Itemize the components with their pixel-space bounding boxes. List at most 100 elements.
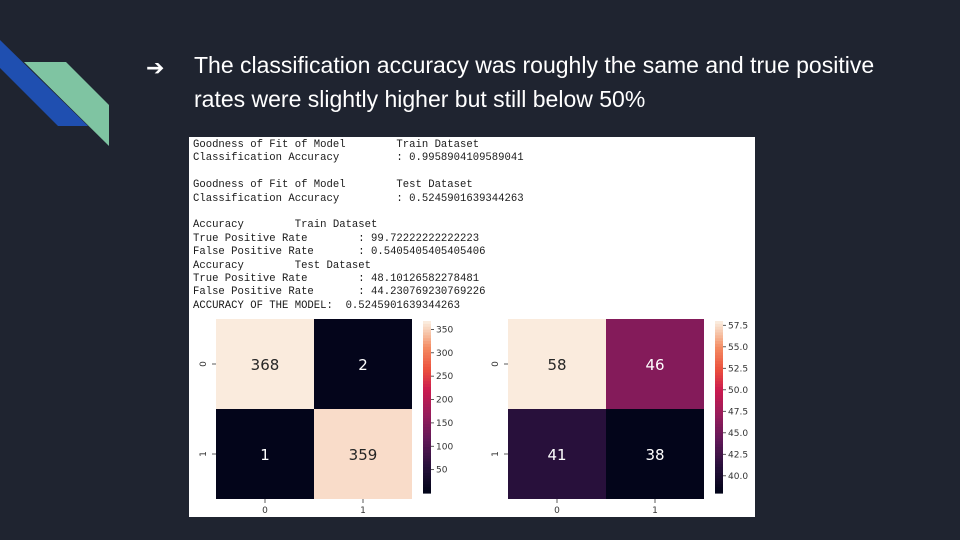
- colorbar-segment: [715, 490, 723, 494]
- colorbar-segment: [715, 438, 723, 442]
- colorbar-segment: [423, 372, 431, 377]
- colorbar-segment: [423, 321, 431, 325]
- colorbar-segment: [715, 341, 723, 345]
- heatmap-cell: [216, 409, 314, 499]
- colorbar-segment: [423, 392, 431, 397]
- colorbar-segment: [715, 472, 723, 477]
- colorbar-segment: [715, 358, 723, 362]
- colorbar-segment: [423, 435, 431, 440]
- colorbar-segment: [715, 355, 723, 359]
- x-tick-label: 0: [262, 506, 268, 516]
- colorbar-segment: [423, 415, 431, 420]
- colorbar-segment: [423, 358, 431, 362]
- colorbar-segment: [423, 335, 431, 339]
- console-output: Goodness of Fit of Model Train Dataset Cl…: [193, 139, 524, 313]
- colorbar-segment: [423, 464, 431, 468]
- colorbar-segment: [423, 395, 431, 399]
- colorbar-segment: [715, 346, 723, 351]
- console-line: Goodness of Fit of Model Train Dataset: [193, 139, 480, 151]
- colorbar-segment: [423, 467, 431, 471]
- colorbar-segment: [715, 326, 723, 331]
- colorbar-segment: [423, 407, 431, 411]
- colorbar-segment: [423, 346, 431, 351]
- colorbar-segment: [715, 321, 723, 325]
- heatmap-cell: [508, 409, 606, 499]
- colorbar-tick-label: 50.0: [728, 386, 748, 396]
- colorbar-segment: [423, 450, 431, 454]
- colorbar-segment: [423, 349, 431, 354]
- console-line: Goodness of Fit of Model Test Dataset: [193, 179, 473, 192]
- colorbar-segment: [423, 438, 431, 442]
- y-tick-label: 1: [491, 451, 501, 457]
- colorbar-tick-label: 350: [436, 325, 453, 335]
- colorbar-segment: [423, 398, 431, 402]
- colorbar-segment: [715, 458, 723, 463]
- cell-annotation: 46: [645, 356, 664, 374]
- console-line: Classification Accuracy : 0.524590163934…: [193, 192, 524, 205]
- colorbar-segment: [715, 407, 723, 411]
- colorbar-segment: [423, 409, 431, 414]
- colorbar-segment: [715, 352, 723, 356]
- colorbar-segment: [423, 475, 431, 480]
- colorbar-segment: [423, 470, 431, 474]
- colorbar-tick-label: 150: [436, 419, 453, 429]
- colorbar-segment: [423, 472, 431, 477]
- colorbar-segment: [423, 412, 431, 417]
- colorbar-segment: [423, 444, 431, 448]
- colorbar-segment: [715, 435, 723, 440]
- colorbar-segment: [715, 361, 723, 365]
- colorbar-segment: [715, 398, 723, 402]
- console-line: Accuracy Train Dataset: [193, 219, 378, 232]
- y-tick-label: 1: [199, 451, 209, 457]
- console-line: False Positive Rate : 0.5405405405405406: [193, 246, 486, 259]
- x-tick-label: 0: [554, 506, 560, 516]
- colorbar-segment: [715, 386, 723, 391]
- colorbar-tick-label: 47.5: [728, 407, 748, 417]
- colorbar-segment: [715, 369, 723, 374]
- colorbar-segment: [715, 392, 723, 397]
- console-line: [193, 166, 524, 179]
- colorbar-segment: [715, 464, 723, 468]
- y-tick-label: 0: [491, 361, 501, 367]
- colorbar-segment: [423, 452, 431, 457]
- heatmap-cell: [606, 409, 704, 499]
- colorbar-segment: [423, 352, 431, 356]
- cell-annotation: 1: [260, 446, 270, 464]
- colorbar-segment: [423, 381, 431, 385]
- colorbar-segment: [715, 343, 723, 348]
- colorbar-tick-label: 42.5: [728, 450, 748, 460]
- colorbar-segment: [423, 481, 431, 485]
- colorbar-segment: [715, 427, 723, 431]
- colorbar-segment: [423, 378, 431, 382]
- colorbar-segment: [715, 478, 723, 483]
- colorbar-tick-label: 50: [436, 466, 448, 476]
- colorbar-segment: [423, 389, 431, 394]
- colorbar-segment: [715, 487, 723, 491]
- colorbar-segment: [423, 461, 431, 465]
- colorbar-segment: [715, 484, 723, 488]
- colorbar-segment: [715, 455, 723, 460]
- blue-stripe: [0, 40, 88, 126]
- colorbar-segment: [423, 490, 431, 494]
- colorbar-segment: [423, 364, 431, 368]
- colorbar-segment: [715, 338, 723, 342]
- colorbar-segment: [715, 415, 723, 420]
- colorbar-segment: [423, 427, 431, 431]
- colorbar-segment: [715, 378, 723, 382]
- console-line: Classification Accuracy : 0.995890410958…: [193, 152, 524, 165]
- colorbar-segment: [715, 421, 723, 425]
- colorbar-segment: [715, 366, 723, 371]
- colorbar-segment: [715, 323, 723, 328]
- colorbar-segment: [423, 332, 431, 336]
- colorbar-segment: [423, 432, 431, 437]
- colorbar-tick-label: 55.0: [728, 343, 748, 353]
- colorbar-segment: [715, 349, 723, 354]
- colorbar-segment: [715, 384, 723, 388]
- console-line: True Positive Rate : 48.10126582278481: [193, 272, 480, 285]
- colorbar-segment: [715, 429, 723, 434]
- x-tick-label: 1: [360, 506, 366, 516]
- colorbar-segment: [423, 369, 431, 374]
- colorbar-segment: [715, 381, 723, 385]
- colorbar-segment: [423, 458, 431, 463]
